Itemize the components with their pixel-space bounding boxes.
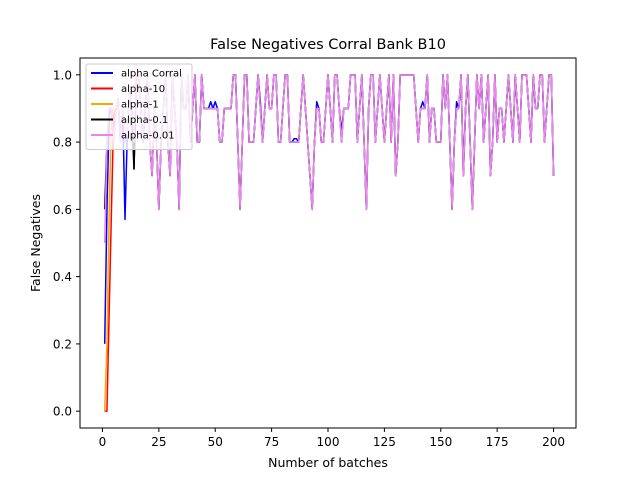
y-tick-label: 0.4 — [53, 270, 72, 284]
x-tick-label: 100 — [317, 435, 340, 449]
y-tick-label: 0.0 — [53, 405, 72, 419]
x-tick-label: 50 — [208, 435, 223, 449]
x-tick-label: 175 — [486, 435, 509, 449]
x-tick-label: 200 — [542, 435, 565, 449]
x-tick-label: 0 — [99, 435, 107, 449]
x-axis: 0 25 50 75 100 125 150 175 200 — [99, 428, 565, 449]
chart-title: False Negatives Corral Bank B10 — [210, 37, 446, 53]
x-tick-label: 75 — [264, 435, 279, 449]
legend-frame — [85, 63, 193, 150]
y-tick-label: 0.2 — [53, 337, 72, 351]
series-line-alpha-0-01 — [103, 74, 555, 244]
y-axis-label: False Negatives — [28, 194, 43, 292]
y-tick-label: 0.8 — [53, 136, 72, 150]
legend-label: alpha-10 — [121, 84, 165, 95]
x-axis-label: Number of batches — [268, 455, 388, 470]
x-tick-label: 25 — [151, 435, 166, 449]
y-axis: 0.0 0.2 0.4 0.6 0.8 1.0 — [53, 68, 80, 419]
x-tick-label: 125 — [373, 435, 396, 449]
legend-label: alpha Corral — [121, 69, 182, 80]
x-tick-label: 150 — [429, 435, 452, 449]
y-tick-label: 1.0 — [53, 68, 72, 82]
legend-label: alpha-1 — [121, 100, 159, 111]
legend-label: alpha-0.1 — [121, 115, 168, 126]
legend: alpha Corral alpha-10 alpha-1 alpha-0.1 alph… — [85, 63, 193, 150]
y-tick-label: 0.6 — [53, 203, 72, 217]
legend-label: alpha-0.01 — [121, 131, 175, 142]
